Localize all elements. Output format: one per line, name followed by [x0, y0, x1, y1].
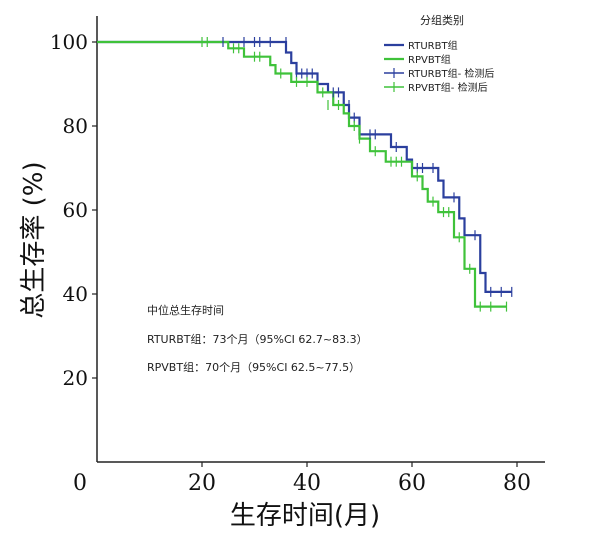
- survival-curve-rturbt: [97, 40, 512, 293]
- x-tick-label: 60: [398, 471, 426, 496]
- censor-marks: [201, 37, 513, 312]
- x-tick-label: 20: [188, 471, 216, 496]
- legend-label: RTURBT组: [408, 39, 458, 52]
- median-survival-annotation: 中位总生存时间 RTURBT组：73个月（95%CI 62.7~83.3） RP…: [147, 303, 368, 374]
- y-tick-label: 80: [63, 114, 88, 138]
- y-tick-label: 40: [63, 282, 88, 306]
- x-tick-label: 0: [73, 471, 87, 496]
- legend-label: RTURBT组- 检测后: [408, 67, 494, 80]
- annotation-title: 中位总生存时间: [147, 303, 224, 317]
- legend-title: 分组类别: [420, 13, 464, 27]
- annotation-line-rpvbt: RPVBT组：70个月（95%CI 62.5~77.5）: [147, 360, 360, 374]
- ticks: 20 40 60 80 100 0 20 40 60 80: [50, 30, 531, 496]
- survival-curve-rpvbt: [97, 40, 507, 308]
- axes: [96, 16, 545, 463]
- y-axis-title: 总生存率 (%): [19, 161, 49, 318]
- series-lines: [97, 40, 512, 308]
- legend-label: RPVBT组- 检测后: [408, 81, 488, 94]
- y-tick-label: 60: [63, 198, 88, 222]
- x-tick-label: 80: [503, 471, 531, 496]
- x-tick-label: 40: [293, 471, 321, 496]
- x-axis-title: 生存时间(月): [230, 501, 380, 531]
- legend-label: RPVBT组: [408, 53, 451, 66]
- y-tick-label: 20: [63, 366, 88, 390]
- annotation-line-rturbt: RTURBT组：73个月（95%CI 62.7~83.3）: [147, 332, 368, 346]
- y-tick-label: 100: [50, 30, 88, 54]
